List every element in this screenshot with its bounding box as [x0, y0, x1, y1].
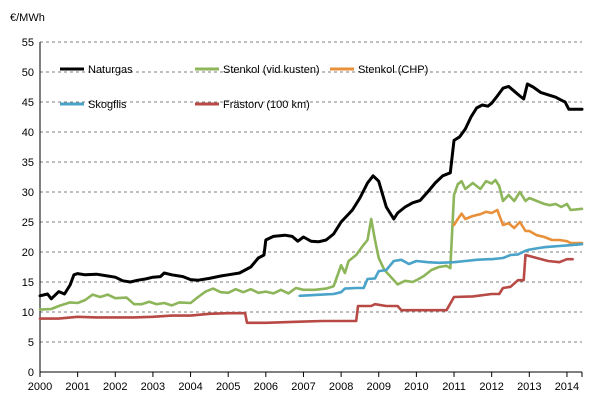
x-tick-label: 2001 [65, 381, 89, 393]
series-line-0 [38, 82, 584, 301]
series-line-1 [38, 178, 584, 311]
y-tick-label: 35 [22, 157, 34, 169]
y-tick-label: 25 [22, 217, 34, 229]
y-tick-label: 30 [22, 187, 34, 199]
y-tick-label: 50 [22, 67, 34, 79]
legend: Naturgas Stenkol (vid kusten) Stenkol (CHP… [60, 64, 428, 111]
x-tick-label: 2005 [216, 381, 240, 393]
series-line-2 [452, 208, 584, 245]
y-tick-label: 10 [22, 307, 34, 319]
y-axis-unit-label: €/MWh [10, 12, 45, 24]
x-tick-label: 2006 [254, 381, 278, 393]
y-tick-label: 40 [22, 127, 34, 139]
x-tick-label: 2003 [141, 381, 165, 393]
y-tick-label: 5 [28, 337, 34, 349]
series-line-4 [38, 253, 574, 325]
x-tick-label: 2002 [103, 381, 127, 393]
series-line-3 [298, 242, 584, 298]
axes: 0 5 10 15 20 25 30 35 40 45 50 55 2000 2001 2002 2003 20… [22, 37, 583, 393]
legend-label: Stenkol (CHP) [358, 64, 428, 76]
y-tick-label: 15 [22, 277, 34, 289]
legend-label: Skogflis [88, 99, 127, 111]
y-tick-label: 45 [22, 97, 34, 109]
x-tick-label: 2004 [178, 381, 202, 393]
y-tick-label: 55 [22, 37, 34, 49]
legend-label: Naturgas [88, 64, 133, 76]
x-tick-label: 2013 [517, 381, 541, 393]
y-tick-label: 20 [22, 247, 34, 259]
y-tick-label: 0 [28, 367, 34, 379]
legend-label: Frästorv (100 km) [223, 99, 310, 111]
x-tick-label: 2008 [329, 381, 353, 393]
legend-label: Stenkol (vid kusten) [223, 64, 320, 76]
x-tick-label: 2014 [555, 381, 579, 393]
series-lines [38, 82, 584, 325]
x-tick-label: 2011 [442, 381, 466, 393]
x-tick-label: 2000 [28, 381, 52, 393]
x-tick-label: 2010 [404, 381, 428, 393]
x-tick-label: 2007 [291, 381, 315, 393]
x-tick-label: 2009 [367, 381, 391, 393]
x-tick-label: 2012 [479, 381, 503, 393]
